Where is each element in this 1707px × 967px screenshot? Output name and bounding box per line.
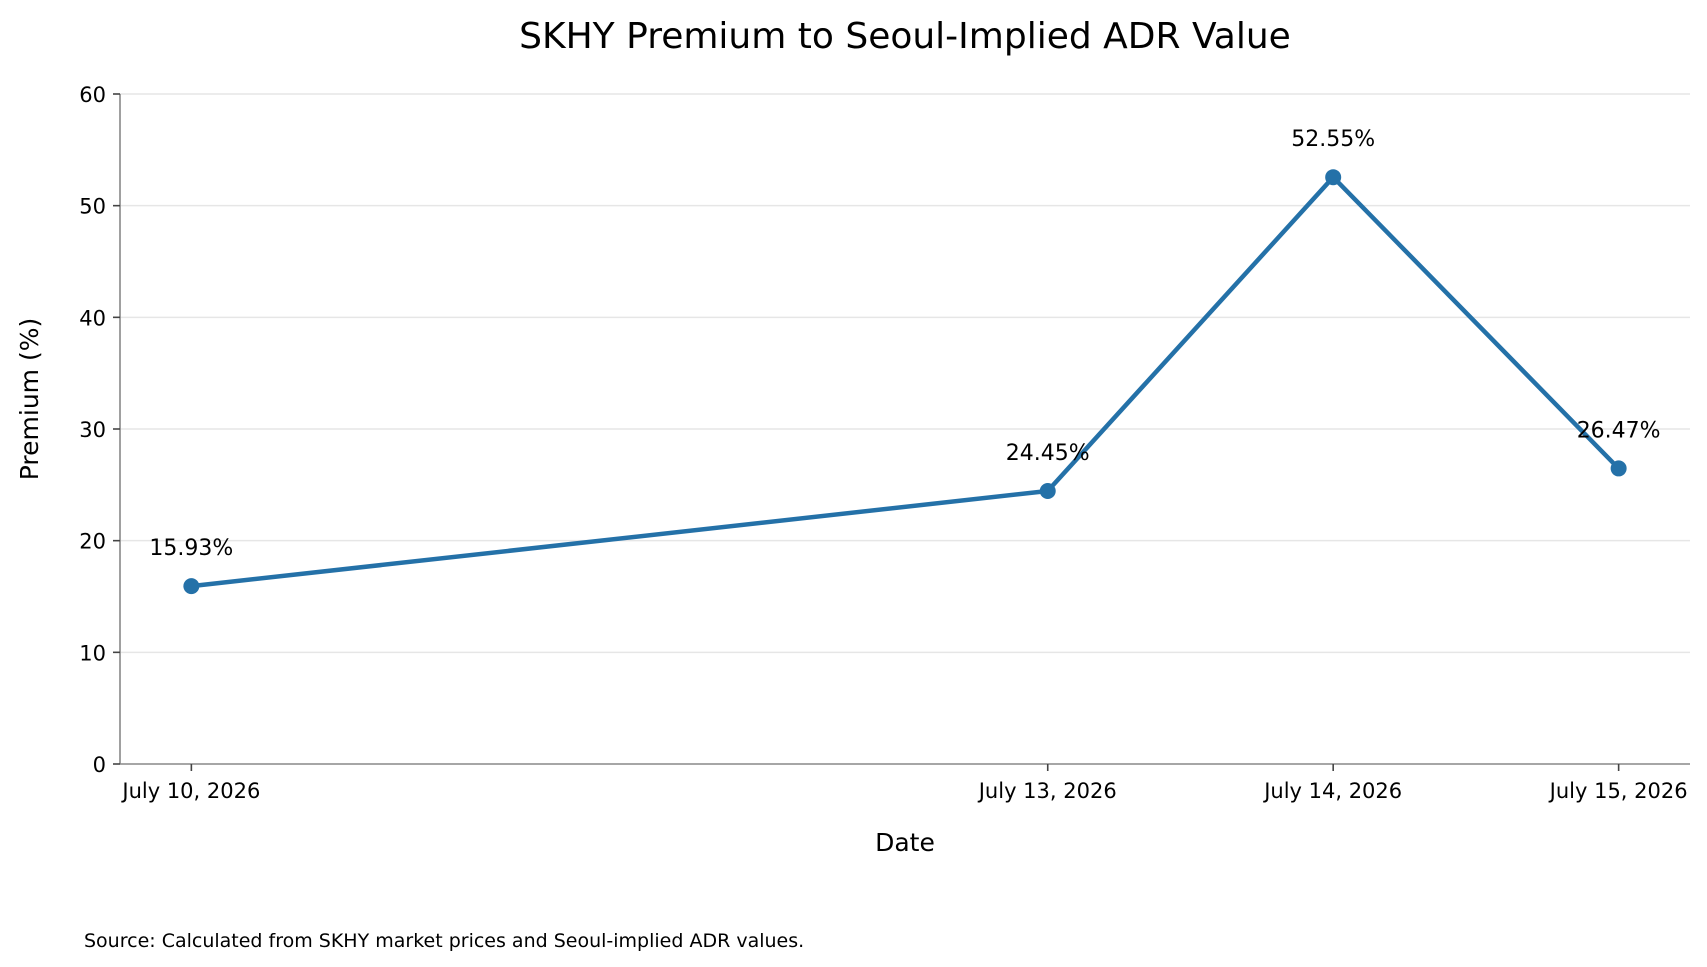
x-axis-title: Date <box>875 828 935 857</box>
x-tick-label: July 10, 2026 <box>120 779 260 803</box>
source-note: Source: Calculated from SKHY market pric… <box>84 930 804 952</box>
x-axis-ticks: July 10, 2026 July 13, 2026 July 14, 2026 J… <box>120 764 1688 803</box>
y-axis-title: Premium (%) <box>15 318 44 480</box>
x-tick-label: July 13, 2026 <box>977 779 1117 803</box>
y-tick-label: 60 <box>79 83 106 107</box>
data-label: 52.55% <box>1291 127 1375 152</box>
y-tick-label: 40 <box>79 306 106 330</box>
data-point <box>1325 169 1342 186</box>
grid-lines <box>120 93 1690 654</box>
y-tick-label: 50 <box>79 195 106 219</box>
series-line <box>189 174 1621 589</box>
data-point <box>183 578 200 595</box>
data-label: 26.47% <box>1577 418 1661 443</box>
y-tick-label: 30 <box>79 418 106 442</box>
data-label: 15.93% <box>149 536 233 561</box>
data-labels: 15.93% 24.45% 52.55% 26.47% <box>149 127 1660 561</box>
data-point <box>1039 482 1056 499</box>
data-label: 24.45% <box>1006 441 1090 466</box>
chart-title: SKHY Premium to Seoul-Implied ADR Value <box>519 16 1291 57</box>
y-tick-label: 0 <box>93 753 106 777</box>
y-tick-label: 10 <box>79 641 106 665</box>
x-tick-label: July 15, 2026 <box>1548 779 1688 803</box>
series-premium <box>183 169 1627 595</box>
x-tick-label: July 14, 2026 <box>1262 779 1402 803</box>
y-tick-label: 20 <box>79 530 106 554</box>
data-point <box>1610 460 1627 477</box>
y-axis-ticks: 0 10 20 30 40 50 60 <box>79 83 120 777</box>
